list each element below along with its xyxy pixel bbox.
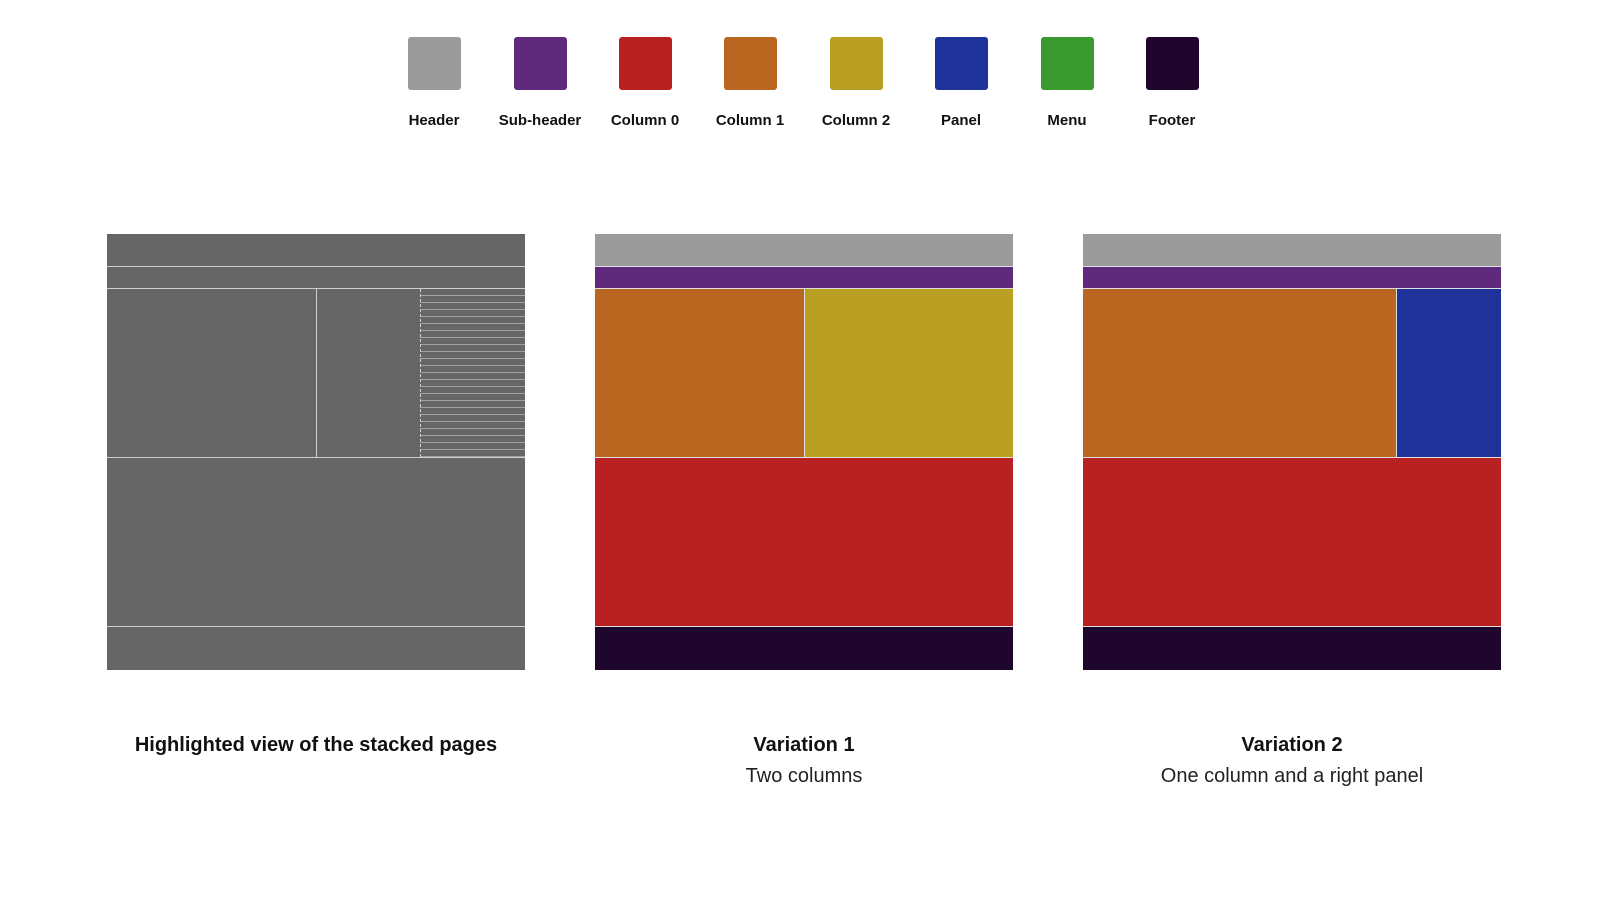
legend-label-sub-header: Sub-header bbox=[498, 112, 582, 129]
caption-subtitle: One column and a right panel bbox=[1160, 765, 1424, 787]
header-block bbox=[1083, 234, 1501, 266]
legend-item-header: Header bbox=[384, 37, 484, 129]
column-1-block bbox=[1083, 288, 1396, 457]
legend-swatch-header bbox=[407, 37, 461, 90]
caption-title: Highlighted view of the stacked pages bbox=[134, 734, 498, 756]
legend-label-footer: Footer bbox=[1148, 112, 1196, 129]
legend-item-footer: Footer bbox=[1122, 37, 1222, 129]
legend-swatch-column-1 bbox=[723, 37, 777, 90]
footer-block bbox=[1083, 626, 1501, 670]
column-2-block bbox=[804, 288, 1013, 457]
panel-block bbox=[1396, 288, 1501, 457]
legend-swatch-panel bbox=[934, 37, 988, 90]
stacked-panel-region bbox=[420, 289, 525, 457]
stacked-pages-diagram bbox=[107, 234, 525, 670]
column-0-block bbox=[1083, 457, 1501, 626]
column-divider bbox=[316, 288, 317, 457]
legend-item-menu: Menu bbox=[1017, 37, 1117, 129]
legend-swatch-column-2 bbox=[829, 37, 883, 90]
legend-item-sub-header: Sub-header bbox=[490, 37, 590, 129]
sub-header-block bbox=[1083, 266, 1501, 288]
legend-label-column-0: Column 0 bbox=[610, 112, 680, 129]
legend-swatch-sub-header bbox=[513, 37, 567, 90]
columns-divider bbox=[107, 457, 525, 458]
legend-item-column-0: Column 0 bbox=[595, 37, 695, 129]
legend-label-panel: Panel bbox=[940, 112, 982, 129]
legend-label-column-1: Column 1 bbox=[715, 112, 785, 129]
legend-label-menu: Menu bbox=[1047, 112, 1087, 129]
legend-swatch-menu bbox=[1040, 37, 1094, 90]
caption-subtitle: Two columns bbox=[745, 765, 863, 787]
stacked-pages-caption: Highlighted view of the stacked pages bbox=[107, 734, 525, 757]
footer-block bbox=[595, 626, 1013, 670]
legend-item-column-2: Column 2 bbox=[806, 37, 906, 129]
footer-divider bbox=[107, 626, 525, 627]
caption-title: Variation 1 bbox=[753, 734, 855, 756]
column-1-block bbox=[595, 288, 804, 457]
header-block bbox=[595, 234, 1013, 266]
legend-item-column-1: Column 1 bbox=[700, 37, 800, 129]
legend-label-column-2: Column 2 bbox=[821, 112, 891, 129]
legend-label-header: Header bbox=[408, 112, 460, 129]
variation-1-caption: Variation 1 Two columns bbox=[595, 734, 1013, 788]
header-divider bbox=[107, 266, 525, 267]
legend-item-panel: Panel bbox=[911, 37, 1011, 129]
legend-swatch-column-0 bbox=[618, 37, 672, 90]
sub-header-block bbox=[595, 266, 1013, 288]
variation-2-diagram bbox=[1083, 234, 1501, 670]
caption-title: Variation 2 bbox=[1241, 734, 1343, 756]
column-0-block bbox=[595, 457, 1013, 626]
legend-swatch-footer bbox=[1145, 37, 1199, 90]
variation-2-caption: Variation 2 One column and a right panel bbox=[1083, 734, 1501, 788]
color-legend: Header Sub-header Column 0 Column 1 Colu… bbox=[0, 37, 1600, 137]
variation-1-diagram bbox=[595, 234, 1013, 670]
